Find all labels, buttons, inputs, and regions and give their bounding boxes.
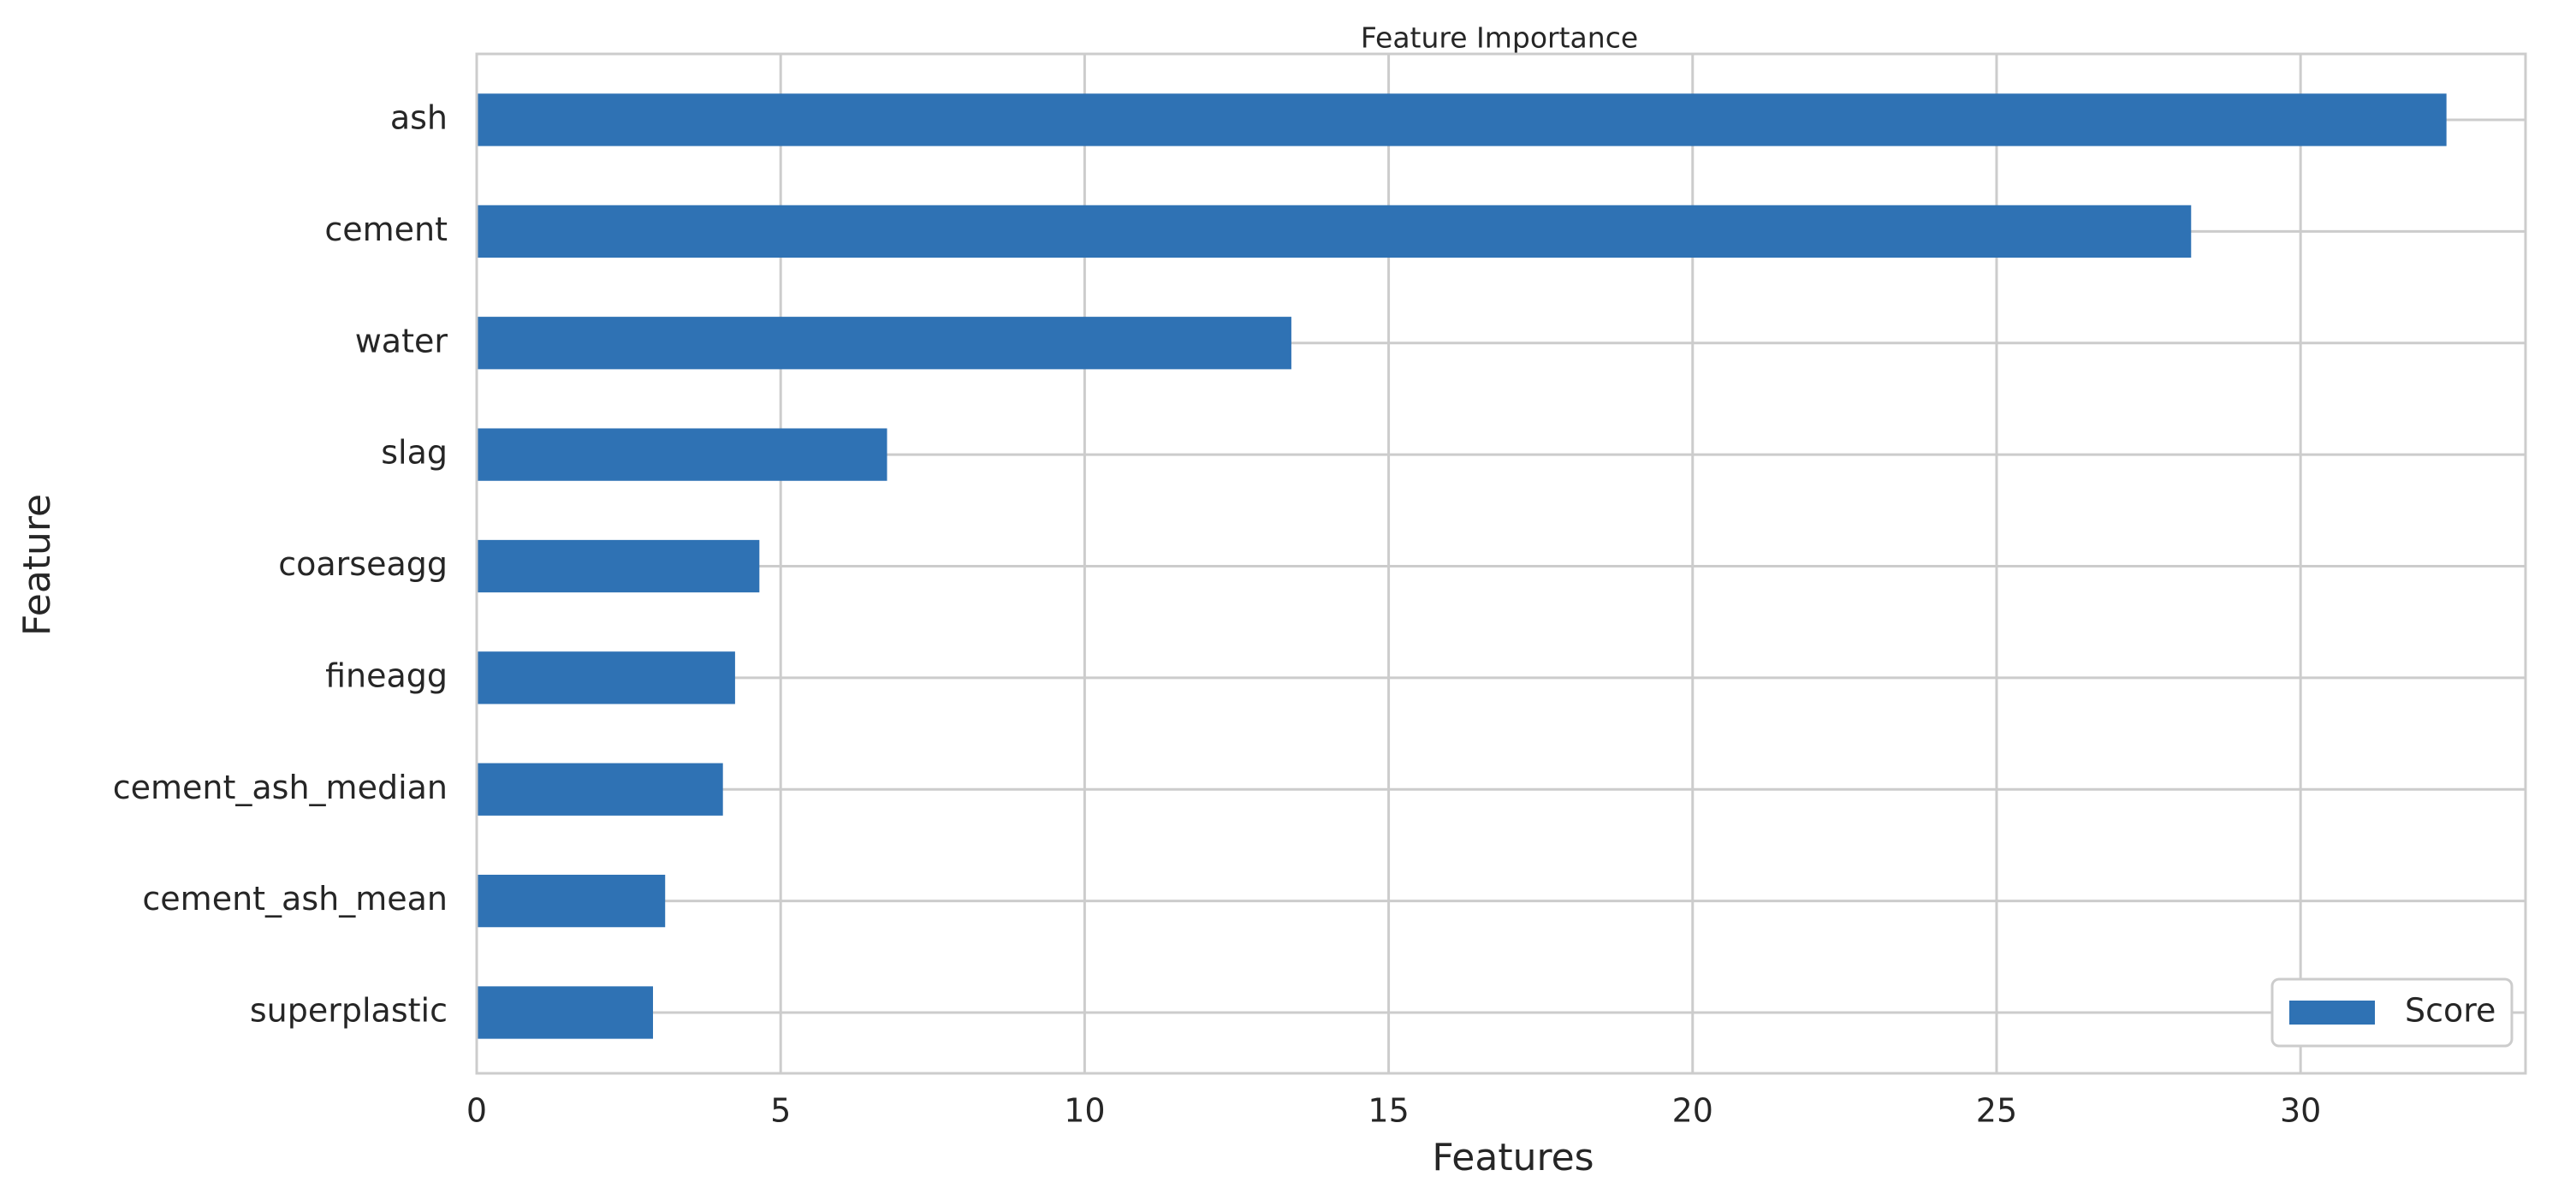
x-tick-label: 15: [1368, 1092, 1409, 1130]
bar: [477, 317, 1291, 370]
bar: [477, 763, 723, 816]
y-tick-label: ash: [390, 99, 448, 137]
x-tick-label: 30: [2280, 1092, 2321, 1130]
x-tick-label: 10: [1064, 1092, 1105, 1130]
x-axis-label: Features: [1432, 1136, 1594, 1179]
bar: [477, 986, 654, 1039]
y-axis-label: Feature: [15, 494, 59, 636]
bar: [477, 651, 735, 704]
x-tick-label: 25: [1976, 1092, 2017, 1130]
x-tick-label: 5: [770, 1092, 791, 1130]
plot-frame: [475, 52, 2527, 1075]
y-tick-label: fineagg: [325, 656, 448, 694]
bar: [477, 428, 887, 481]
y-tick-label: superplastic: [250, 992, 448, 1030]
y-tick-label: slag: [381, 434, 448, 472]
bar: [477, 539, 760, 593]
y-tick-label: water: [355, 322, 448, 359]
chart-title: Feature Importance: [1361, 21, 1638, 55]
y-tick-label: cement: [324, 211, 448, 248]
y-tick-label: cement_ash_median: [113, 769, 448, 806]
x-tick-label: 20: [1672, 1092, 1713, 1130]
legend-swatch: [2289, 1001, 2375, 1025]
x-tick-label: 0: [466, 1092, 487, 1130]
legend-box: [2270, 977, 2514, 1048]
bar: [477, 93, 2447, 146]
y-tick-label: cement_ash_mean: [142, 880, 448, 918]
y-tick-label: coarseagg: [278, 545, 448, 583]
legend-label: Score: [2405, 992, 2496, 1030]
bar: [477, 205, 2192, 258]
bar: [477, 874, 666, 928]
